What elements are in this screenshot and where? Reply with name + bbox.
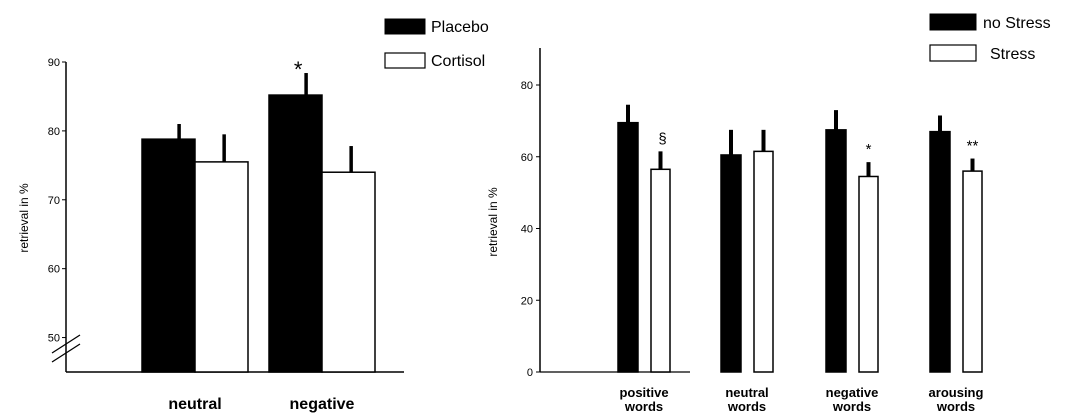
chart-right-bars: [617, 104, 983, 373]
chart-left-category-label: neutral: [168, 396, 221, 413]
chart-right-legend: no Stress Stress: [929, 13, 1051, 63]
legend-swatch-cortisol: [384, 52, 426, 69]
chart-left-bar: [321, 171, 376, 373]
chart-left-category-labels: neutral negative: [168, 396, 354, 413]
chart-right-annotations: §* **: [658, 130, 978, 158]
chart-right-ytick-label: 80: [521, 80, 533, 92]
chart-left-significance-marker: *: [294, 57, 303, 82]
chart-left-ytick-label: 80: [48, 126, 60, 138]
legend-swatch-stress: [929, 44, 977, 62]
chart-right-bar: [858, 175, 879, 373]
legend-label-placebo: Placebo: [431, 19, 489, 36]
chart-right-yticks: 0 20 40 60 80: [521, 80, 540, 379]
chart-right-category-label-line2: words: [832, 399, 871, 414]
chart-left-ytick-label: 70: [48, 195, 60, 207]
chart-left-bar: [268, 94, 323, 373]
chart-left-annotations: *: [294, 57, 303, 82]
chart-right-category-label-line1: neutral: [725, 385, 768, 400]
chart-right-bar: [720, 154, 742, 373]
legend-label-cortisol: Cortisol: [431, 53, 485, 70]
chart-right-significance-marker: *: [866, 141, 872, 158]
chart-left-bar: [194, 161, 249, 373]
chart-left-ytick-label: 90: [48, 57, 60, 69]
chart-right-bar: [753, 150, 774, 373]
chart-left-yticks: 50 60 70 80 90: [48, 57, 66, 345]
chart-right-bar: [962, 170, 983, 373]
chart-right-bar: [617, 121, 639, 373]
chart-right-ytick-label: 0: [527, 367, 533, 379]
chart-left-bars: [141, 73, 376, 373]
chart-left-ytick-label: 60: [48, 264, 60, 276]
chart-right-ylabel: retrieval in %: [486, 187, 500, 257]
chart-right-category-label-line1: negative: [826, 385, 879, 400]
chart-right-category-label-line1: arousing: [929, 385, 984, 400]
chart-left-axis-break: [51, 334, 81, 363]
chart-left-ytick-label: 50: [48, 333, 60, 345]
chart-left-bar: [141, 138, 196, 373]
chart-right-significance-marker: **: [967, 138, 979, 155]
chart-right-category-label-line2: words: [727, 399, 766, 414]
chart-right-category-label-line2: words: [936, 399, 975, 414]
chart-right-ytick-label: 20: [521, 295, 533, 307]
legend-swatch-placebo: [384, 18, 426, 35]
legend-swatch-no-stress: [929, 13, 977, 31]
chart-right-category-label-line1: positive: [619, 385, 668, 400]
legend-label-no-stress: no Stress: [983, 15, 1051, 32]
chart-right-significance-marker: §: [658, 130, 666, 147]
chart-left-legend: Placebo Cortisol: [384, 18, 489, 70]
chart-right-ytick-label: 40: [521, 224, 533, 236]
chart-right-bar: [929, 130, 951, 373]
chart-left-category-label: negative: [290, 396, 355, 413]
chart-left: retrieval in % 50 60 70 80 90 neutral negativ…: [17, 18, 489, 413]
chart-right-bar: [825, 129, 847, 373]
chart-right-category-label-line2: words: [624, 399, 663, 414]
legend-label-stress: Stress: [990, 46, 1035, 63]
chart-right-ytick-label: 60: [521, 152, 533, 164]
chart-right-bar: [650, 168, 671, 373]
chart-right-category-labels: positivewordsneutralwordsnegativewordsar…: [619, 385, 983, 414]
chart-left-ylabel: retrieval in %: [17, 183, 31, 253]
